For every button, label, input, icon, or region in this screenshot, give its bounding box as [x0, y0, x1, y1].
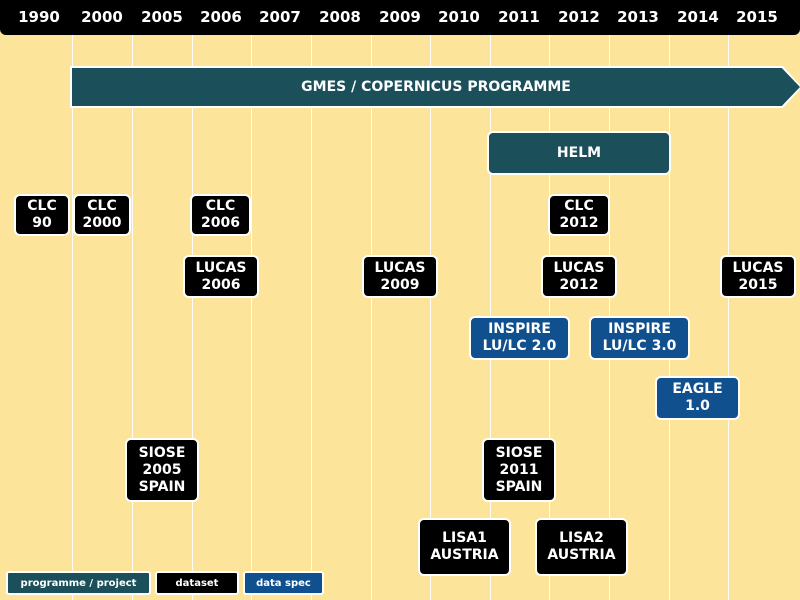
year-header-bar: 1990 2000 2005 2006 2007 2008 2009 2010 …: [0, 0, 800, 35]
year-label: 2014: [677, 8, 719, 26]
legend-programme: programme / project: [6, 571, 151, 595]
dataset-clc2000: CLC 2000: [73, 194, 131, 236]
year-gridline: [72, 35, 73, 600]
dataset-clc2006: CLC 2006: [190, 194, 251, 236]
year-label: 2010: [438, 8, 480, 26]
year-label: 2011: [498, 8, 540, 26]
year-label: 2007: [259, 8, 301, 26]
spec-eagle: EAGLE 1.0: [655, 376, 740, 420]
year-label: 2000: [81, 8, 123, 26]
year-gridline: [311, 35, 312, 600]
legend-dataset: dataset: [155, 571, 239, 595]
dataset-lucas2012: LUCAS 2012: [541, 255, 617, 298]
dataset-lucas2015: LUCAS 2015: [720, 255, 796, 298]
year-gridline: [251, 35, 252, 600]
dataset-lisa2: LISA2 AUSTRIA: [535, 518, 628, 576]
spec-inspire-3: INSPIRE LU/LC 3.0: [589, 316, 690, 360]
year-label: 2015: [736, 8, 778, 26]
legend-spec: data spec: [243, 571, 324, 595]
dataset-clc90: CLC 90: [14, 194, 70, 236]
year-label: 2013: [617, 8, 659, 26]
helm-project: HELM: [487, 131, 671, 175]
year-label: 2012: [558, 8, 600, 26]
dataset-lucas2006: LUCAS 2006: [183, 255, 259, 298]
spec-inspire-2: INSPIRE LU/LC 2.0: [469, 316, 570, 360]
dataset-siose2011: SIOSE 2011 SPAIN: [482, 438, 556, 502]
programme-label: GMES / COPERNICUS PROGRAMME: [301, 79, 571, 95]
year-gridline: [192, 35, 193, 600]
dataset-lisa1: LISA1 AUSTRIA: [418, 518, 511, 576]
year-label: 1990: [18, 8, 60, 26]
year-gridline: [371, 35, 372, 600]
dataset-siose2005: SIOSE 2005 SPAIN: [125, 438, 199, 502]
year-gridline: [728, 35, 729, 600]
year-label: 2009: [379, 8, 421, 26]
dataset-lucas2009: LUCAS 2009: [362, 255, 438, 298]
programme-arrow: GMES / COPERNICUS PROGRAMME: [72, 68, 800, 106]
helm-label: HELM: [556, 144, 602, 161]
year-label: 2008: [319, 8, 361, 26]
year-label: 2006: [200, 8, 242, 26]
legend-dataset-label: dataset: [175, 577, 219, 589]
year-gridline: [132, 35, 133, 600]
legend-programme-label: programme / project: [20, 577, 137, 589]
year-gridline: [430, 35, 431, 600]
legend-spec-label: data spec: [256, 577, 311, 589]
dataset-clc2012: CLC 2012: [548, 194, 610, 236]
year-label: 2005: [141, 8, 183, 26]
